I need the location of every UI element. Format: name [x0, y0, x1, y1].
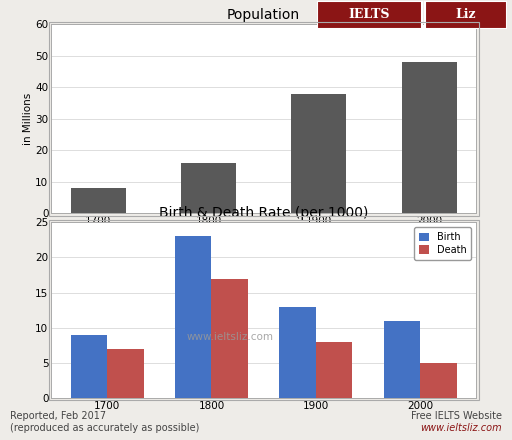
Text: (reproduced as accurately as possible): (reproduced as accurately as possible) [10, 423, 200, 433]
Text: www.ieltsliz.com: www.ieltsliz.com [186, 332, 273, 341]
Bar [317, 1, 422, 29]
Bar [107, 349, 143, 398]
Y-axis label: in Millions: in Millions [23, 93, 33, 145]
Bar [316, 342, 352, 398]
Legend: Birth, Death: Birth, Death [414, 227, 472, 260]
Text: IELTS: IELTS [349, 8, 390, 22]
Text: Liz: Liz [456, 8, 476, 22]
Bar [280, 307, 316, 398]
Bar [291, 94, 347, 213]
Text: www.ieltsliz.com: www.ieltsliz.com [420, 423, 502, 433]
Bar [181, 163, 236, 213]
Title: Population: Population [227, 7, 300, 22]
Text: Free IELTS Website: Free IELTS Website [411, 411, 502, 422]
Title: Birth & Death Rate (per 1000): Birth & Death Rate (per 1000) [159, 205, 368, 220]
Bar [425, 1, 507, 29]
Text: Reported, Feb 2017: Reported, Feb 2017 [10, 411, 106, 422]
Bar [175, 236, 211, 398]
Bar [71, 188, 126, 213]
Bar [384, 321, 420, 398]
Bar [401, 62, 457, 213]
Bar [420, 363, 457, 398]
Bar [211, 279, 248, 398]
Bar [71, 335, 107, 398]
